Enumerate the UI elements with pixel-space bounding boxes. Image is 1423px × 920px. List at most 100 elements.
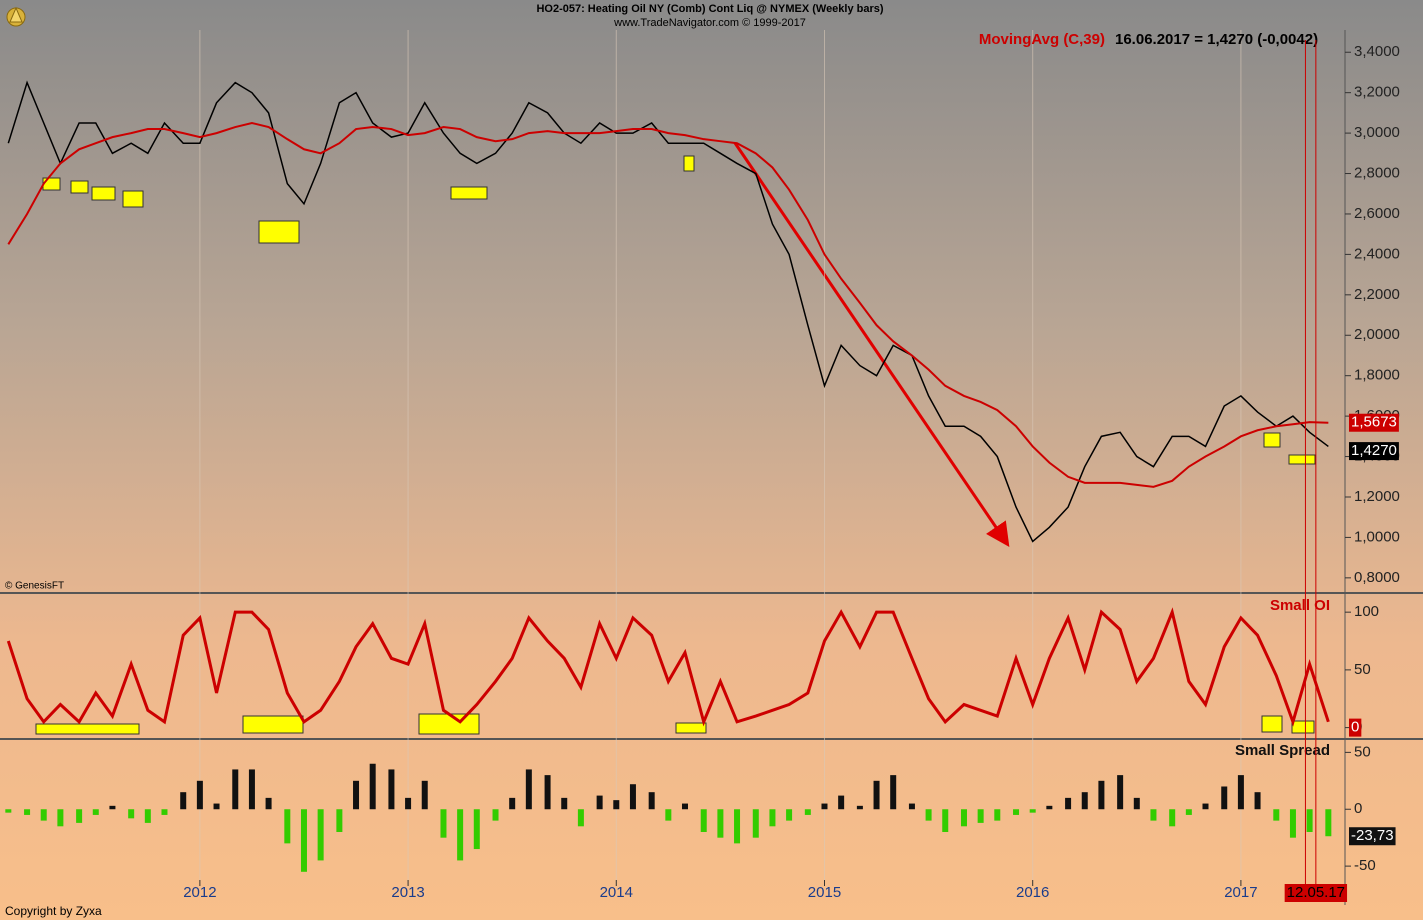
bar — [994, 809, 1001, 821]
series-name: Small OI — [1270, 597, 1330, 614]
annotation: © GenesisFT — [5, 581, 64, 592]
bar — [577, 809, 584, 827]
logo — [6, 6, 26, 27]
y-tick-label: 3,2000 — [1354, 84, 1400, 101]
y-tick-label: 0 — [1354, 800, 1362, 817]
bar — [890, 775, 897, 810]
bar — [1254, 792, 1261, 810]
marker-label: 12.05.17 — [1287, 884, 1345, 901]
bar — [440, 809, 447, 838]
series-name: Small Spread — [1235, 742, 1330, 759]
bar — [648, 792, 655, 810]
bar — [561, 797, 568, 810]
bar — [1289, 809, 1296, 838]
x-tick-label: 2017 — [1224, 884, 1257, 901]
bar — [1273, 809, 1280, 821]
last-value-label: 1,4270 — [1351, 442, 1397, 459]
annotation: 16.06.2017 = 1,4270 (-0,0042) — [1115, 31, 1318, 48]
y-tick-label: 50 — [1354, 743, 1371, 760]
bar — [232, 769, 239, 810]
bar — [284, 809, 291, 844]
bar — [180, 792, 187, 810]
chart-title: HO2-057: Heating Oil NY (Comb) Cont Liq … — [536, 3, 883, 15]
highlight-box — [70, 180, 89, 194]
highlight-box — [242, 715, 304, 734]
bar — [1169, 809, 1176, 827]
last-value-label: 0 — [1351, 719, 1359, 736]
bar — [942, 809, 949, 832]
bar — [681, 803, 688, 810]
last-value-box — [1349, 413, 1399, 432]
y-tick-label: 2,8000 — [1354, 165, 1400, 182]
bar — [1306, 809, 1313, 832]
bar — [473, 809, 480, 850]
bar — [40, 809, 47, 821]
bar — [300, 809, 307, 872]
y-tick-label: 100 — [1354, 603, 1379, 620]
bar — [596, 795, 603, 810]
series-line — [7, 121, 1329, 488]
last-value-label: 1,5673 — [1351, 414, 1397, 431]
series-line — [7, 80, 1329, 543]
y-tick-label: 3,0000 — [1354, 124, 1400, 141]
highlight-box — [42, 177, 61, 191]
bar — [1117, 775, 1124, 810]
bar — [24, 809, 31, 815]
last-value-box — [1349, 442, 1399, 461]
bar — [421, 780, 428, 810]
bar — [629, 784, 636, 810]
bar — [544, 775, 551, 810]
highlight-boxes — [35, 155, 1316, 735]
bar — [5, 809, 12, 813]
bar — [1221, 786, 1228, 810]
trend-arrow — [733, 142, 1010, 547]
bar — [213, 803, 220, 810]
bar — [613, 800, 620, 810]
bar — [388, 769, 395, 810]
chart-subtitle: www.TradeNavigator.com © 1999-2017 — [613, 17, 806, 29]
bar — [786, 809, 793, 821]
bar — [492, 809, 499, 821]
bar — [1185, 809, 1192, 815]
bar — [405, 797, 412, 810]
bar — [57, 809, 64, 827]
highlight-box — [1263, 432, 1281, 448]
highlight-box — [1288, 454, 1316, 465]
highlight-box — [258, 220, 300, 244]
bar — [92, 809, 99, 815]
bar — [1202, 803, 1209, 810]
y-tick-label: 50 — [1354, 661, 1371, 678]
bar — [769, 809, 776, 827]
bar — [128, 809, 135, 819]
bar — [717, 809, 724, 838]
bar — [960, 809, 967, 827]
bar — [821, 803, 828, 810]
y-tick-label: 2,4000 — [1354, 245, 1400, 262]
bar — [1150, 809, 1157, 821]
highlight-box — [683, 155, 695, 172]
bar — [752, 809, 759, 838]
last-value-box — [1349, 718, 1362, 737]
y-tick-label: 2,0000 — [1354, 326, 1400, 343]
bar — [1133, 797, 1140, 810]
highlight-box — [91, 186, 116, 201]
highlight-box — [450, 186, 488, 200]
bar — [457, 809, 464, 861]
bar — [336, 809, 343, 832]
bar — [353, 780, 360, 810]
bar — [908, 803, 915, 810]
bar — [248, 769, 255, 810]
y-tick-label: 3,4000 — [1354, 43, 1400, 60]
series-line — [6, 607, 1330, 727]
bar — [144, 809, 151, 823]
bar — [1098, 780, 1105, 810]
bar — [925, 809, 932, 821]
highlight-box — [35, 723, 140, 735]
x-tick-label: 2014 — [600, 884, 633, 901]
highlight-box — [122, 190, 144, 208]
highlight-box — [418, 713, 480, 735]
bar — [1013, 809, 1020, 815]
bar — [109, 805, 116, 810]
bar — [509, 797, 516, 810]
